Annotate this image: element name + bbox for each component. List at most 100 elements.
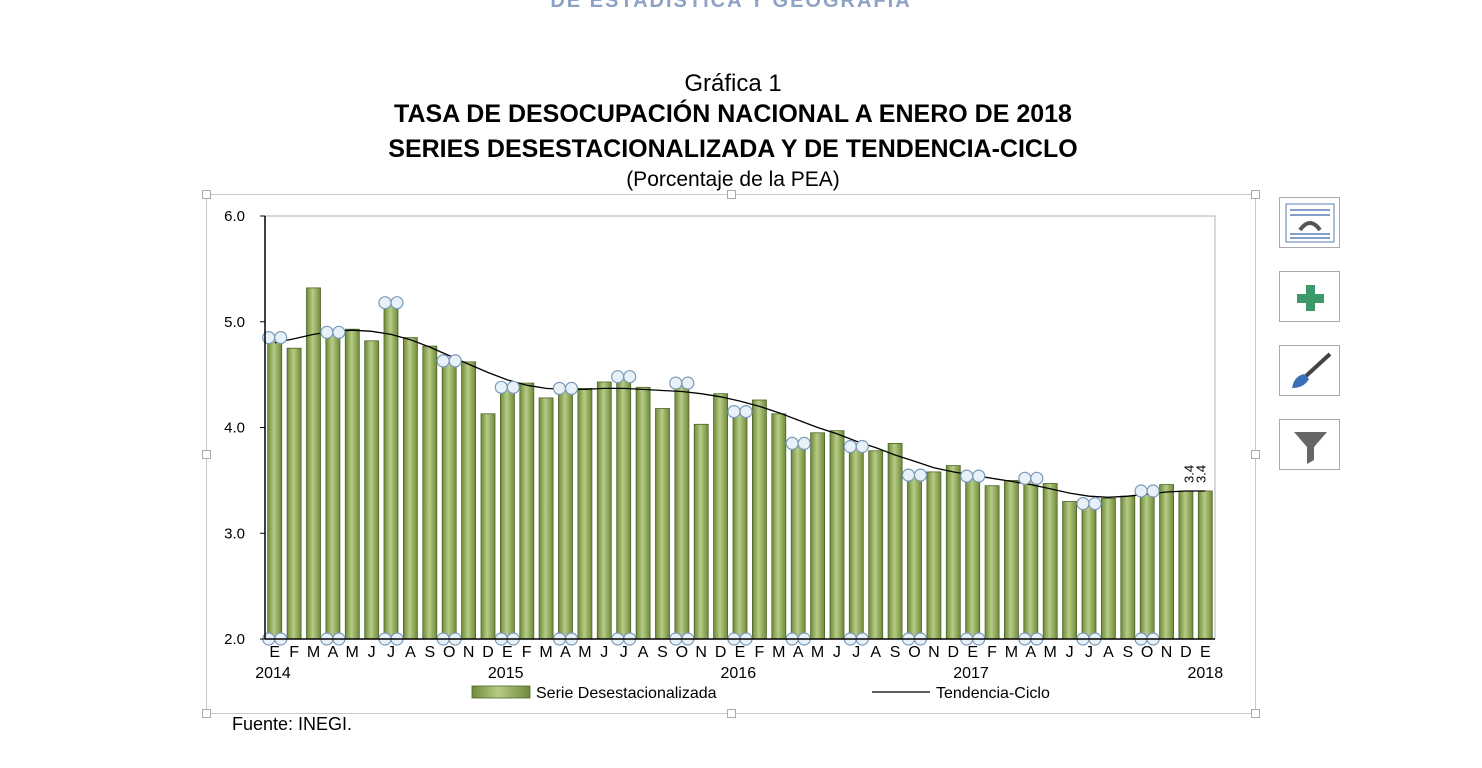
selection-marker-top[interactable] [320,325,334,339]
x-tick-label: D [1180,644,1192,661]
selection-marker-top[interactable] [972,469,986,483]
selection-marker-top[interactable] [855,439,869,454]
selection-marker-top[interactable] [552,381,567,395]
x-tick-label: A [1103,644,1114,661]
selection-marker-top[interactable] [1076,497,1090,511]
selection-marker-top[interactable] [378,296,392,310]
x-tick-label: A [560,644,571,661]
bar-31 [868,450,884,640]
resize-handle-ml[interactable] [202,450,211,459]
x-tick-label: E [967,644,978,661]
bar-13 [519,382,535,640]
x-tick-label: M [307,644,320,661]
bar-48 [1197,490,1213,640]
bar-44 [1120,495,1136,640]
selection-marker-top[interactable] [623,370,637,384]
chart-styles-button[interactable] [1279,345,1340,396]
legend-bar-swatch [471,685,531,699]
selection-marker-top[interactable] [506,380,520,394]
x-tick-label: A [328,644,339,661]
bar-30 [848,446,864,640]
resize-handle-mr[interactable] [1251,450,1260,459]
resize-handle-tm[interactable] [727,190,736,199]
x-tick-label: S [424,644,435,661]
selection-marker-top[interactable] [727,405,741,419]
selection-marker-top[interactable] [611,370,625,384]
legend-bar-label: Serie Desestacionalizada [536,685,717,702]
selection-marker-top[interactable] [274,331,288,345]
resize-handle-bl[interactable] [202,709,211,718]
x-tick-label: S [1122,644,1133,661]
bar-39 [1023,477,1039,640]
selection-marker-top[interactable] [960,469,974,483]
selection-marker-top[interactable] [785,436,799,450]
x-tick-label: N [928,644,940,661]
bar-47 [1178,490,1194,640]
x-tick-label: M [1005,644,1018,661]
x-tick-label: N [695,644,707,661]
bar-19 [635,386,651,640]
selection-marker-top[interactable] [1146,484,1160,498]
chart-area[interactable] [202,190,1260,718]
bar-8 [422,345,438,640]
selection-marker-top[interactable] [448,354,462,368]
bar-7 [402,337,418,640]
x-tick-label: E [1200,644,1211,661]
x-tick-label: E [269,644,280,661]
bar-37 [984,485,1000,640]
bar-15 [558,387,573,640]
x-tick-label: E [502,644,513,661]
resize-handle-bm[interactable] [727,709,736,718]
y-tick-label: 3.0 [224,525,245,542]
chart-filters-button[interactable] [1279,419,1340,470]
selection-marker-top[interactable] [797,436,811,450]
selection-marker-top[interactable] [564,381,579,395]
x-tick-label: D [948,644,960,661]
x-tick-label: E [735,644,746,661]
year-label: 2015 [488,665,524,682]
selection-marker-top[interactable] [494,380,508,394]
year-label: 2017 [953,665,989,682]
x-tick-label: F [755,644,765,661]
chart-filters-icon [1294,432,1327,464]
selection-marker-top[interactable] [1134,484,1148,498]
selection-marker-top[interactable] [332,325,346,339]
bar-12 [499,386,515,640]
x-tick-label: J [387,644,395,661]
organization-header: DE ESTADISTICA Y GEOGRAFIA [550,0,912,12]
selection-marker-top[interactable] [681,376,695,390]
bar-46 [1159,484,1174,640]
x-tick-label: J [1085,644,1093,661]
bar-38 [1004,479,1019,640]
layout-options-icon [1285,203,1335,243]
bar-35 [945,465,961,640]
x-tick-label: F [987,644,997,661]
x-tick-label: A [870,644,881,661]
selection-marker-top[interactable] [669,376,683,390]
selection-marker-top[interactable] [390,296,404,310]
bar-25 [752,399,767,640]
selection-marker-top[interactable] [1018,471,1032,485]
bar-18 [616,376,632,640]
selection-marker-top[interactable] [436,354,450,368]
x-tick-label: F [522,644,532,661]
resize-handle-br[interactable] [1251,709,1260,718]
selection-marker-top[interactable] [843,439,857,454]
layout-options-button[interactable] [1279,197,1340,248]
selection-marker-top[interactable] [901,468,916,482]
year-label: 2014 [255,665,291,682]
y-tick-label: 6.0 [224,208,245,225]
bar-0 [267,337,283,640]
x-tick-label: J [1066,644,1074,661]
selection-marker-top[interactable] [913,468,928,482]
selection-marker-top[interactable] [1030,471,1044,485]
resize-handle-tl[interactable] [202,190,211,199]
chart-elements-button[interactable] [1279,271,1340,322]
selection-marker-top[interactable] [739,405,753,419]
x-tick-label: S [890,644,901,661]
chart-elements-icon [1297,285,1324,311]
resize-handle-tr[interactable] [1251,190,1260,199]
bar-33 [907,474,922,640]
selection-marker-top[interactable] [1088,497,1102,511]
